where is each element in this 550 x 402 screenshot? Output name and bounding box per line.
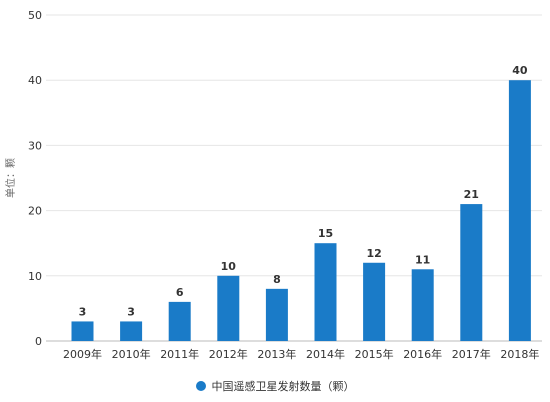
- x-tick-label: 2017年: [452, 347, 491, 361]
- bar: [508, 80, 531, 341]
- data-label: 21: [464, 188, 479, 201]
- legend-marker-icon: [195, 381, 206, 391]
- x-tick-label: 2018年: [500, 347, 539, 361]
- data-labels: 3 3 6 10 8 15 12 11 21 40: [79, 64, 528, 318]
- data-label: 15: [318, 227, 333, 240]
- bar: [460, 204, 483, 341]
- bar: [314, 243, 337, 341]
- data-label: 8: [273, 273, 281, 286]
- data-label: 40: [512, 64, 528, 77]
- x-tick-label: 2011年: [160, 347, 199, 361]
- y-axis-label: 单位：颗: [4, 158, 17, 198]
- y-axis-ticks: 0 10 20 30 40 50: [28, 9, 42, 348]
- data-label: 10: [221, 260, 237, 273]
- bar: [363, 262, 386, 341]
- bar: [217, 275, 240, 341]
- data-label: 6: [176, 286, 184, 299]
- x-tick-label: 2016年: [403, 347, 442, 361]
- data-label: 3: [79, 305, 87, 318]
- grid-lines: [46, 14, 542, 342]
- bar: [168, 301, 191, 341]
- x-axis-ticks: 2009年 2010年 2011年 2012年 2013年 2014年 2015年 2016年…: [63, 347, 539, 361]
- y-tick-label: 10: [28, 270, 42, 283]
- y-tick-label: 40: [28, 74, 42, 87]
- x-tick-label: 2014年: [306, 347, 345, 361]
- x-tick-label: 2010年: [112, 347, 151, 361]
- y-tick-label: 0: [35, 335, 42, 348]
- bar: [265, 288, 288, 341]
- bars: [71, 80, 531, 341]
- data-label: 11: [415, 253, 430, 266]
- x-tick-label: 2013年: [257, 347, 296, 361]
- bar: [120, 321, 143, 341]
- legend: 中国遥感卫星发射数量（颗）: [0, 376, 550, 396]
- y-tick-label: 50: [28, 9, 42, 22]
- x-tick-label: 2012年: [209, 347, 248, 361]
- y-tick-label: 30: [28, 139, 42, 152]
- data-label: 12: [366, 247, 381, 260]
- bar: [411, 269, 434, 341]
- y-tick-label: 20: [28, 205, 42, 218]
- legend-label: 中国遥感卫星发射数量（颗）: [211, 380, 355, 393]
- x-tick-label: 2015年: [355, 347, 394, 361]
- data-label: 3: [127, 305, 135, 318]
- bar: [71, 321, 94, 341]
- x-tick-label: 2009年: [63, 347, 102, 361]
